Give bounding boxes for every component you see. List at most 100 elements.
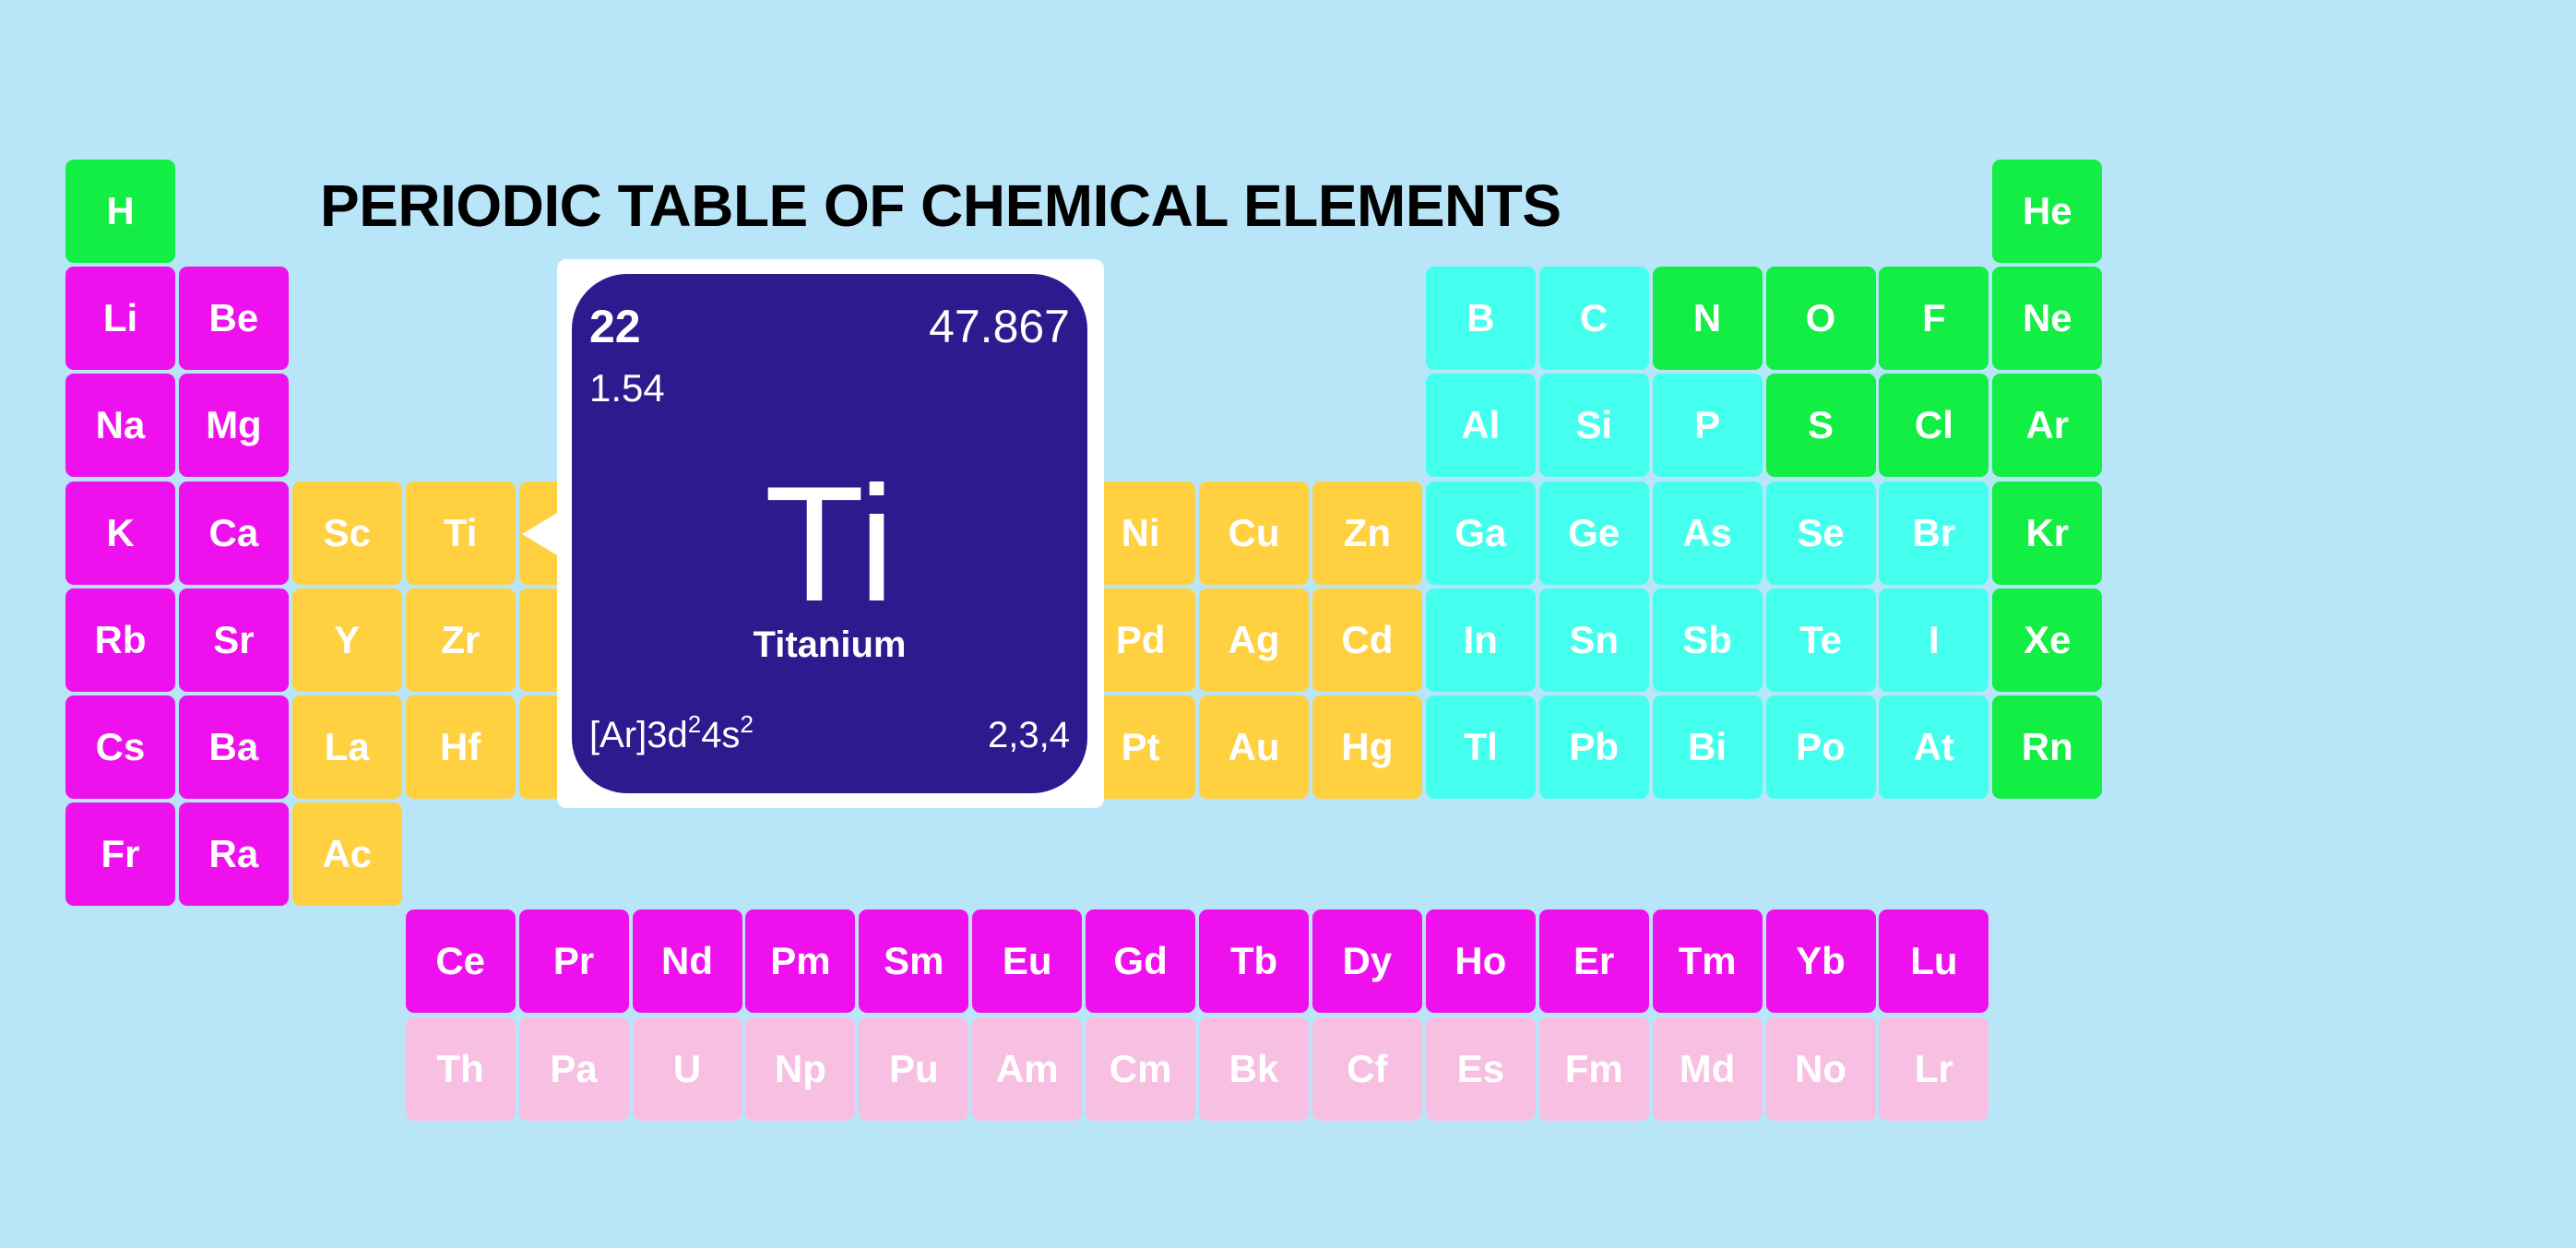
element-cell[interactable]: Ra — [178, 802, 289, 907]
element-cell[interactable]: Br — [1879, 481, 1989, 585]
element-cell[interactable]: Y — [291, 588, 402, 692]
element-cell[interactable]: Nd — [632, 909, 742, 1014]
element-cell[interactable]: In — [1425, 588, 1536, 692]
element-cell[interactable]: Li — [65, 267, 175, 371]
element-cell[interactable]: Md — [1652, 1016, 1763, 1121]
element-cell[interactable]: Tl — [1425, 695, 1536, 799]
element-cell[interactable]: Er — [1538, 909, 1649, 1014]
element-cell[interactable]: Be — [178, 267, 289, 371]
element-cell[interactable]: Rb — [65, 588, 175, 692]
element-cell[interactable]: Bk — [1199, 1016, 1309, 1121]
element-cell[interactable]: P — [1652, 374, 1763, 478]
element-cell[interactable]: Gd — [1086, 909, 1196, 1014]
element-cell[interactable]: Cd — [1312, 588, 1422, 692]
config-superscript: 2 — [740, 710, 754, 738]
element-cell[interactable]: Na — [65, 374, 175, 478]
element-cell[interactable]: Ac — [291, 802, 402, 907]
element-cell[interactable]: Pb — [1538, 695, 1649, 799]
element-cell[interactable]: Dy — [1312, 909, 1422, 1014]
element-cell[interactable]: Ti — [405, 481, 516, 585]
element-cell[interactable]: Pr — [518, 909, 629, 1014]
element-cell[interactable]: C — [1538, 267, 1649, 371]
element-cell[interactable]: Th — [405, 1016, 516, 1121]
element-cell[interactable]: Es — [1425, 1016, 1536, 1121]
element-cell[interactable]: O — [1765, 267, 1876, 371]
element-cell[interactable]: Ge — [1538, 481, 1649, 585]
element-cell[interactable]: Hf — [405, 695, 516, 799]
element-cell[interactable]: Sb — [1652, 588, 1763, 692]
element-name: Titanium — [753, 624, 907, 665]
element-cell[interactable]: At — [1879, 695, 1989, 799]
element-cell[interactable]: Se — [1765, 481, 1876, 585]
element-cell[interactable]: Au — [1199, 695, 1309, 799]
element-cell[interactable]: Al — [1425, 374, 1536, 478]
element-cell[interactable]: Tm — [1652, 909, 1763, 1014]
element-cell[interactable]: Cu — [1199, 481, 1309, 585]
element-cell[interactable]: F — [1879, 267, 1989, 371]
element-cell[interactable]: Ba — [178, 695, 289, 799]
element-cell[interactable]: Fr — [65, 802, 175, 907]
element-cell[interactable]: Sn — [1538, 588, 1649, 692]
element-popup: 22 47.867 1.54 Ti Titanium [Ar]3d24s2 2,… — [557, 259, 1104, 808]
element-cell[interactable]: Fm — [1538, 1016, 1649, 1121]
config-part: [Ar]3d — [589, 715, 688, 755]
element-cell[interactable]: Ho — [1425, 909, 1536, 1014]
element-cell[interactable]: S — [1765, 374, 1876, 478]
element-cell[interactable]: Eu — [972, 909, 1083, 1014]
element-cell[interactable]: Cm — [1086, 1016, 1196, 1121]
element-cell[interactable]: N — [1652, 267, 1763, 371]
element-cell[interactable]: Si — [1538, 374, 1649, 478]
element-card: 22 47.867 1.54 Ti Titanium [Ar]3d24s2 2,… — [572, 274, 1087, 793]
element-cell[interactable]: K — [65, 481, 175, 585]
element-cell[interactable]: Pa — [518, 1016, 629, 1121]
element-cell[interactable]: Ne — [1992, 267, 2103, 371]
element-cell[interactable]: He — [1992, 160, 2103, 263]
element-cell[interactable]: Pu — [859, 1016, 969, 1121]
element-cell[interactable]: H — [65, 160, 175, 263]
element-cell[interactable]: Zr — [405, 588, 516, 692]
element-cell[interactable]: Rn — [1992, 695, 2103, 799]
element-cell[interactable]: Ca — [178, 481, 289, 585]
element-cell[interactable]: Sm — [859, 909, 969, 1014]
element-cell[interactable]: La — [291, 695, 402, 799]
element-cell[interactable]: Te — [1765, 588, 1876, 692]
element-cell[interactable]: Xe — [1992, 588, 2103, 692]
oxidation-states: 2,3,4 — [988, 715, 1070, 755]
element-cell[interactable]: Ag — [1199, 588, 1309, 692]
element-cell[interactable]: Ar — [1992, 374, 2103, 478]
element-cell[interactable]: Po — [1765, 695, 1876, 799]
popup-pointer — [522, 513, 557, 555]
element-cell[interactable]: Tb — [1199, 909, 1309, 1014]
electron-configuration: [Ar]3d24s2 — [589, 712, 754, 756]
element-cell[interactable]: Lr — [1879, 1016, 1989, 1121]
element-cell[interactable]: Pm — [745, 909, 856, 1014]
element-cell[interactable]: Mg — [178, 374, 289, 478]
element-cell[interactable]: Hg — [1312, 695, 1422, 799]
element-cell[interactable]: Sc — [291, 481, 402, 585]
element-cell[interactable]: Ga — [1425, 481, 1536, 585]
element-cell[interactable]: As — [1652, 481, 1763, 585]
element-cell[interactable]: Sr — [178, 588, 289, 692]
element-cell[interactable]: Lu — [1879, 909, 1989, 1014]
electronegativity: 1.54 — [589, 366, 665, 410]
element-cell[interactable]: Cs — [65, 695, 175, 799]
element-cell[interactable]: U — [632, 1016, 742, 1121]
element-cell[interactable]: I — [1879, 588, 1989, 692]
element-symbol: Ti — [764, 452, 896, 636]
element-cell[interactable]: Zn — [1312, 481, 1422, 585]
config-superscript: 2 — [687, 710, 702, 738]
element-cell[interactable]: Cf — [1312, 1016, 1422, 1121]
element-cell[interactable]: B — [1425, 267, 1536, 371]
element-cell[interactable]: Yb — [1765, 909, 1876, 1014]
page-title: PERIODIC TABLE OF CHEMICAL ELEMENTS — [320, 172, 1561, 239]
atomic-number: 22 — [589, 301, 641, 352]
element-cell[interactable]: Bi — [1652, 695, 1763, 799]
element-cell[interactable]: No — [1765, 1016, 1876, 1121]
element-cell[interactable]: Kr — [1992, 481, 2103, 585]
element-cell[interactable]: Ce — [405, 909, 516, 1014]
element-cell[interactable]: Cl — [1879, 374, 1989, 478]
element-cell[interactable]: Am — [972, 1016, 1083, 1121]
element-cell[interactable]: Np — [745, 1016, 856, 1121]
